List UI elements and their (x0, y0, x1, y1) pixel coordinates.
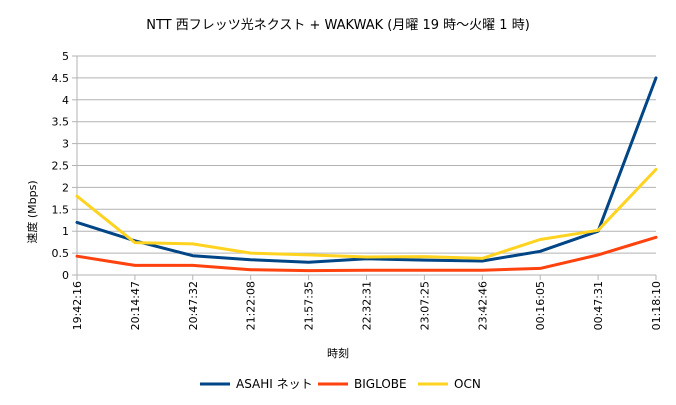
y-tick-label: 3 (62, 138, 69, 151)
y-tick-label: 2.5 (52, 160, 70, 173)
y-tick-label: 2 (62, 181, 69, 194)
x-axis-label: 時刻 (327, 346, 349, 360)
x-tick-label: 23:42:46 (476, 281, 489, 330)
legend: ASAHI ネット BIGLOBE OCN (200, 377, 481, 391)
y-tick-label: 5 (62, 50, 69, 63)
x-tick-label: 21:22:08 (245, 281, 258, 330)
x-tick-label: 01:18:10 (650, 281, 663, 330)
legend-item: BIGLOBE (318, 377, 407, 391)
series-lines (75, 76, 658, 273)
gridlines (72, 55, 656, 276)
x-tick-label: 20:14:47 (129, 281, 142, 330)
series-line-3 (75, 167, 658, 260)
x-tick-label: 19:42:16 (71, 281, 84, 330)
y-tick-label: 4 (62, 94, 69, 107)
y-tick-label: 1.5 (52, 203, 70, 216)
x-tick-label: 22:32:31 (361, 281, 374, 330)
x-axis-ticks: 19:42:16 20:14:47 20:47:32 21:22:08 21:57:35… (71, 275, 663, 330)
x-tick-label: 00:16:05 (534, 281, 547, 330)
legend-label: ASAHI ネット (236, 377, 313, 391)
x-tick-label: 00:47:31 (592, 281, 605, 330)
series-line-1 (75, 76, 658, 264)
y-axis-label: 速度 (Mbps) (25, 180, 39, 243)
x-tick-label: 21:57:35 (303, 281, 316, 330)
y-tick-label: 0.5 (52, 247, 70, 260)
y-tick-label: 4.5 (52, 72, 70, 85)
y-tick-label: 1 (62, 225, 69, 238)
y-tick-label: 0 (62, 269, 69, 282)
chart-title: NTT 西フレッツ光ネクスト + WAKWAK (月曜 19 時〜火曜 1 時) (146, 18, 530, 33)
x-tick-label: 20:47:32 (187, 281, 200, 330)
x-tick-label: 23:07:25 (418, 281, 431, 330)
series-line-2 (75, 235, 658, 273)
legend-label: BIGLOBE (354, 377, 407, 391)
legend-label: OCN (454, 377, 481, 391)
legend-item: ASAHI ネット (200, 377, 313, 391)
legend-item: OCN (418, 377, 481, 391)
y-tick-label: 3.5 (52, 116, 70, 129)
y-axis-ticks: 0 0.5 1 1.5 2 2.5 3 3.5 4 4.5 5 (52, 50, 70, 282)
